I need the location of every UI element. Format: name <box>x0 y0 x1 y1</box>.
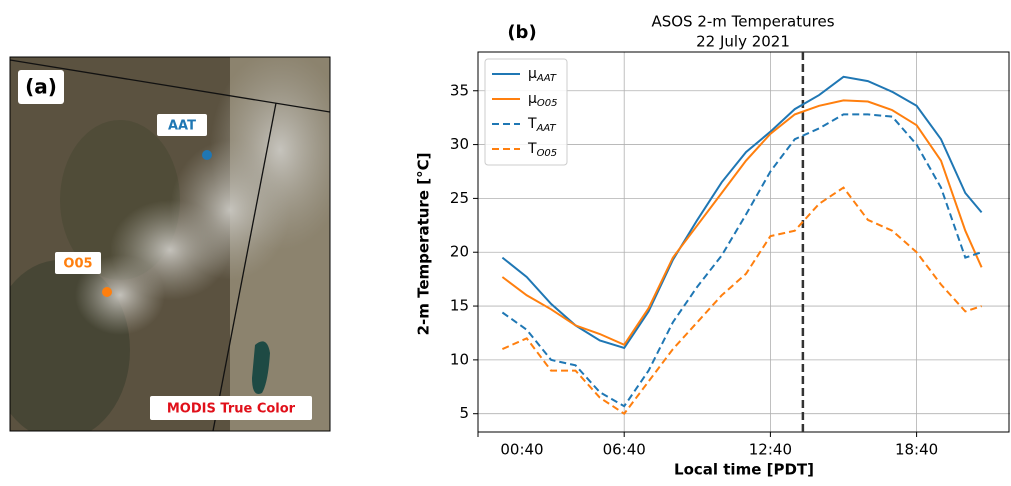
legend-name: μ <box>528 66 537 82</box>
plot-frame <box>477 51 1010 433</box>
legend-box <box>484 58 568 166</box>
panel-label: (a) <box>25 75 57 99</box>
legend-label: TO05 <box>527 141 557 159</box>
x-tick-label: 12:40 <box>749 441 792 459</box>
site-marker <box>202 150 212 160</box>
site-label: O05 <box>63 257 92 272</box>
site-box <box>55 252 101 274</box>
y-axis-title: 2-m Temperature [°C] <box>415 153 433 336</box>
chart-subtitle: 22 July 2021 <box>696 33 790 51</box>
legend-name: T <box>527 116 537 132</box>
series-line <box>501 113 982 408</box>
site-box <box>157 114 207 136</box>
image-caption: MODIS True Color <box>167 402 296 417</box>
y-tick-label: 25 <box>450 189 469 207</box>
y-tick-label: 15 <box>450 297 469 315</box>
legend-name: μ <box>528 91 537 107</box>
legend-subscript: AAT <box>536 73 557 84</box>
legend-subscript: O05 <box>537 148 558 159</box>
y-tick-label: 35 <box>450 81 469 99</box>
series-line <box>501 186 982 416</box>
image-frame <box>9 56 331 432</box>
legend-subscript: O05 <box>537 98 558 109</box>
label-box <box>18 70 64 104</box>
legend-label: TAAT <box>527 116 557 134</box>
x-tick-label: 18:40 <box>895 441 938 459</box>
panel-label: (b) <box>507 22 536 43</box>
legend-label: μAAT <box>528 66 557 84</box>
series-line <box>501 99 983 347</box>
chart-title: ASOS 2-m Temperatures <box>651 13 834 31</box>
satellite-image <box>10 57 330 431</box>
y-tick-label: 10 <box>450 350 469 368</box>
y-tick-label: 30 <box>450 135 469 153</box>
site-label: AAT <box>168 119 196 134</box>
legend-label: μO05 <box>528 91 558 109</box>
y-tick-label: 20 <box>450 243 469 261</box>
x-tick-label: 00:40 <box>500 441 543 459</box>
caption-box <box>150 396 312 420</box>
series-line <box>501 75 983 350</box>
site-marker <box>102 287 112 297</box>
x-tick-label: 06:40 <box>603 441 646 459</box>
y-tick-label: 5 <box>459 404 469 422</box>
legend-subscript: AAT <box>536 123 557 134</box>
legend-name: T <box>527 141 537 157</box>
x-axis-title: Local time [PDT] <box>674 461 814 479</box>
